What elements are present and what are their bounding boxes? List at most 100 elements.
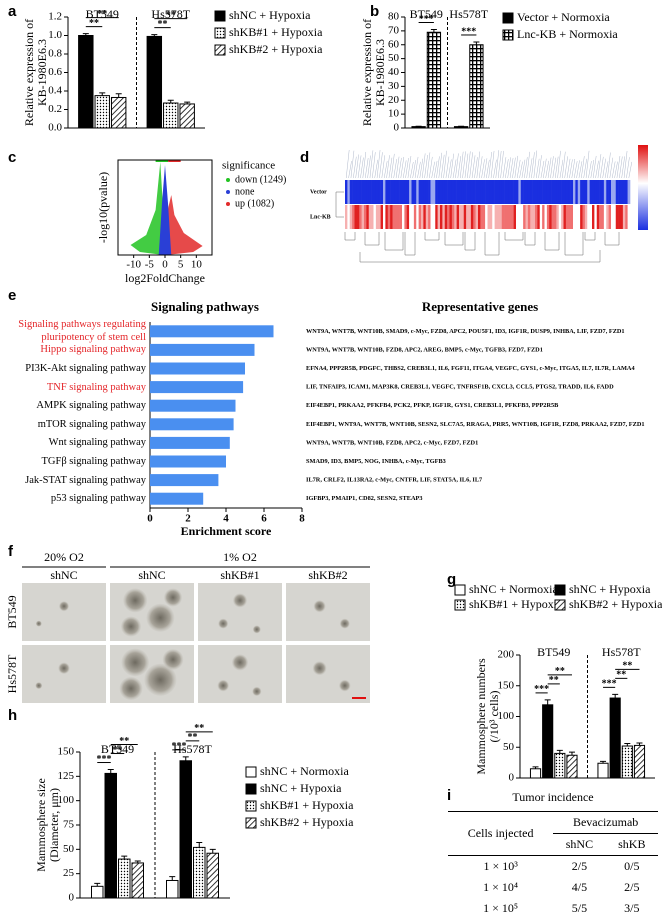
heat-cell — [587, 205, 590, 229]
sphere — [252, 686, 262, 697]
heat-cell — [387, 205, 391, 229]
category-label: AMPK signaling pathway — [36, 400, 146, 412]
heat-cell — [587, 180, 590, 204]
sig-label: *** — [419, 14, 434, 25]
heat-cell — [352, 205, 355, 229]
heat-cell — [468, 205, 472, 229]
heat-cell — [625, 180, 628, 204]
heat-cell — [622, 205, 626, 229]
heat-cell — [561, 180, 564, 204]
panel-letter: b — [370, 3, 379, 20]
heat-cell — [440, 205, 443, 229]
col-label-stub — [403, 160, 407, 179]
group-label: BT549 — [410, 7, 443, 21]
error-bar — [182, 756, 189, 761]
bar — [597, 762, 609, 779]
heat-cell — [618, 205, 621, 229]
col-label-stub — [536, 158, 540, 179]
heat-cell — [577, 180, 581, 204]
column-label: shNC — [50, 568, 77, 582]
heat-cell — [418, 205, 422, 229]
sig-label: *** — [97, 754, 112, 765]
sphere — [35, 682, 43, 690]
col-label-stub — [547, 157, 552, 179]
heat-cell — [421, 180, 424, 204]
heat-cell — [615, 205, 619, 229]
col-header: shNC — [565, 837, 594, 851]
legend-label: shKB#1 + Hypoxia — [469, 597, 563, 611]
category-label: Wnt signaling pathway — [48, 437, 146, 449]
col-label-stub — [600, 156, 604, 179]
gene-list: WNT9A, WNT7B, WNT10B, SMAD9, c-Myc, FZD8… — [306, 328, 625, 335]
col-label-stub — [407, 156, 412, 179]
heat-cell — [627, 205, 631, 229]
heat-cell — [345, 180, 348, 204]
heat-cell — [380, 180, 384, 204]
heat-cell — [551, 205, 555, 229]
col-label-stub — [576, 160, 580, 179]
sphere — [217, 679, 229, 692]
col-label-stub — [490, 150, 495, 179]
col-label-stub — [350, 150, 355, 179]
col-label-stub — [419, 158, 423, 179]
y-tick-label: 40 — [388, 66, 400, 78]
col-label-stub — [578, 161, 583, 179]
legend-title: significance — [222, 160, 275, 172]
bar — [179, 103, 195, 129]
category-label: PI3K-Akt signaling pathway — [25, 363, 146, 374]
heat-cell — [625, 205, 628, 229]
tumor-table: Tumor incidence Cells injected Bevacizuma… — [448, 790, 658, 913]
col-label-stub — [365, 158, 369, 179]
heat-cell — [549, 205, 552, 229]
gene-list: EFNA4, PPP2R5B, PDGFC, THBS2, CREB3L1, I… — [306, 365, 635, 372]
legend-swatch — [454, 584, 466, 596]
dendrogram — [344, 232, 356, 241]
col-label-stub — [417, 161, 421, 179]
dendrogram — [504, 232, 524, 241]
category-label-box: PI3K-Akt signaling pathway — [25, 363, 146, 374]
bar — [110, 96, 127, 129]
col-label-stub — [524, 157, 528, 179]
heat-cell — [523, 205, 526, 229]
error-bar — [532, 766, 539, 769]
group-label: BT549 — [537, 645, 570, 659]
dendrogram — [364, 232, 380, 246]
heat-cell — [504, 205, 507, 229]
heat-cell — [366, 180, 370, 204]
col-label-stub — [543, 158, 547, 179]
dendrogram — [464, 232, 476, 251]
heat-cell — [447, 205, 450, 229]
col-label-stub — [481, 159, 485, 179]
heat-cell — [620, 180, 624, 204]
col-label-stub — [438, 152, 442, 179]
col-label-stub — [557, 150, 561, 179]
corner: Cells injected — [467, 826, 534, 840]
heat-cell — [366, 205, 370, 229]
cloud-down — [130, 162, 164, 255]
y-tick-label: 125 — [58, 770, 75, 782]
legend-label: shKB#2 + Hypoxia — [569, 597, 662, 611]
bar — [94, 95, 110, 129]
heat-cell — [356, 180, 360, 204]
cell: 1 × 10⁴ — [483, 880, 519, 894]
heat-cell — [378, 205, 381, 229]
heat-cell — [416, 205, 419, 229]
heat-cell — [466, 205, 469, 229]
bar — [150, 418, 234, 431]
dendrogram — [564, 232, 584, 256]
sig-label: ** — [97, 9, 107, 20]
heat-cell — [411, 205, 415, 229]
sphere — [313, 600, 326, 613]
col-label-stub — [533, 150, 537, 179]
x-tick-label: 2 — [185, 513, 191, 525]
photo — [22, 583, 106, 641]
heat-cell — [368, 205, 372, 229]
heat-cell — [432, 180, 436, 204]
col-label-stub — [348, 161, 352, 179]
dendrogram — [544, 232, 560, 251]
heat-cell — [530, 205, 533, 229]
legend-label: Vector + Normoxia — [517, 10, 610, 24]
legend-label: shKB#1 + Hypoxia — [229, 25, 323, 39]
col-label-stub — [593, 155, 597, 179]
